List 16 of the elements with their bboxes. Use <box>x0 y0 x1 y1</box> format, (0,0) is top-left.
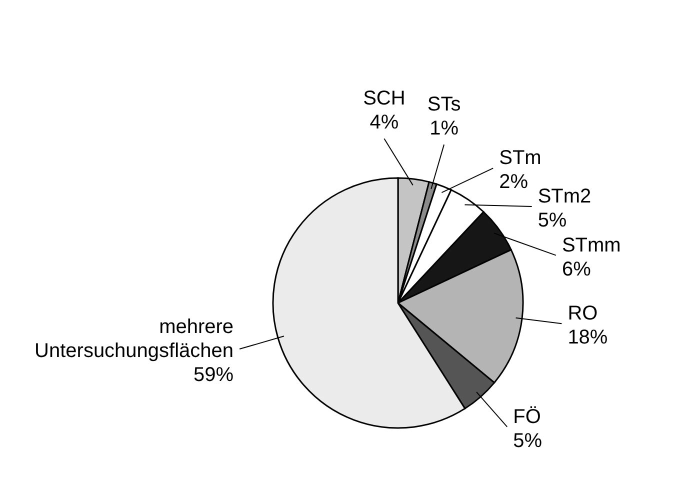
slice-label: RO <box>568 302 598 325</box>
slice-label: STmm <box>562 234 621 256</box>
data-label: 6% <box>562 258 592 280</box>
data-label: 2% <box>499 171 528 194</box>
slice-label: STs <box>427 94 461 116</box>
data-label: 4% <box>370 112 399 134</box>
data-label: 5% <box>538 209 567 232</box>
slice-label: SCH <box>363 88 406 110</box>
data-label: 1% <box>430 118 459 140</box>
slice-label: mehrere Untersuchungsflächen <box>34 316 234 362</box>
slice-label: FÖ <box>513 406 541 428</box>
slice-label: STm2 <box>538 185 592 208</box>
data-label: 18% <box>568 326 608 349</box>
data-label: 5% <box>513 430 542 452</box>
slice-label: STm <box>499 147 542 170</box>
data-label: 59% <box>194 364 234 386</box>
